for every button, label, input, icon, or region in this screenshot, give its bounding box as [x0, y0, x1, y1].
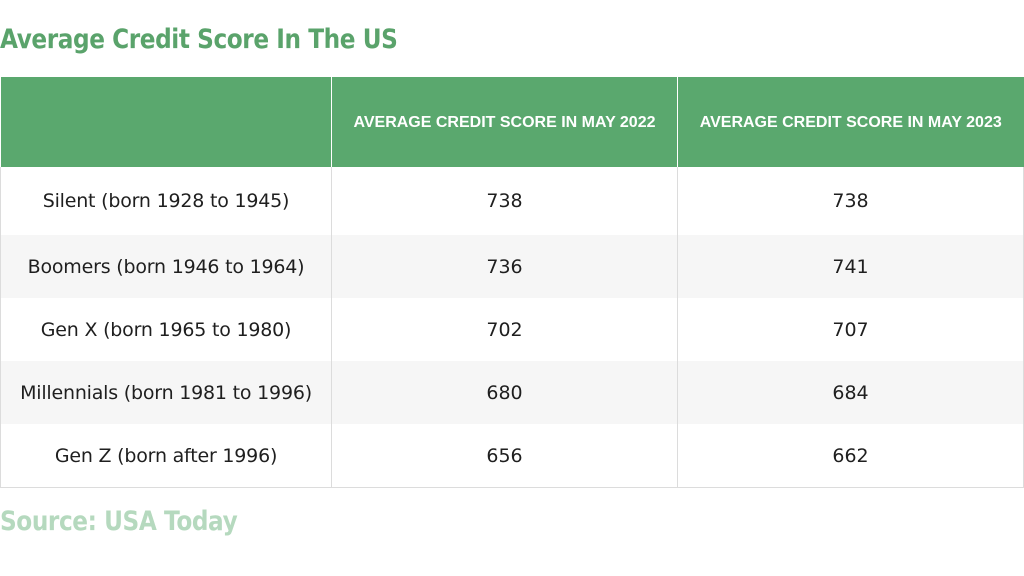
header-row: AVERAGE CREDIT SCORE IN MAY 2022 AVERAGE… [0, 77, 1024, 167]
header-cell-generation [0, 77, 332, 167]
table-body: Silent (born 1928 to 1945) 738 738 Boomers … [0, 167, 1024, 488]
score-2022-cell: 656 [331, 424, 678, 488]
row-label: Gen Z (born after 1996) [0, 424, 332, 488]
score-2022-cell: 680 [331, 361, 678, 424]
table-row: Millennials (born 1981 to 1996) 680 684 [0, 361, 1024, 424]
score-2023-cell: 741 [677, 235, 1024, 298]
credit-score-table: AVERAGE CREDIT SCORE IN MAY 2022 AVERAGE… [0, 77, 1024, 488]
score-2023-cell: 738 [677, 167, 1024, 235]
header-cell-2023: AVERAGE CREDIT SCORE IN MAY 2023 [677, 77, 1024, 167]
credit-score-table-wrapper: AVERAGE CREDIT SCORE IN MAY 2022 AVERAGE… [0, 77, 1024, 488]
header-cell-2022: AVERAGE CREDIT SCORE IN MAY 2022 [331, 77, 678, 167]
table-row: Silent (born 1928 to 1945) 738 738 [0, 167, 1024, 235]
score-2023-cell: 684 [677, 361, 1024, 424]
source-note: Source: USA Today [0, 506, 238, 537]
row-label: Silent (born 1928 to 1945) [0, 167, 332, 235]
score-2022-cell: 738 [331, 167, 678, 235]
row-label: Millennials (born 1981 to 1996) [0, 361, 332, 424]
table-row: Boomers (born 1946 to 1964) 736 741 [0, 235, 1024, 298]
score-2022-cell: 736 [331, 235, 678, 298]
score-2022-cell: 702 [331, 298, 678, 361]
score-2023-cell: 707 [677, 298, 1024, 361]
table-header: AVERAGE CREDIT SCORE IN MAY 2022 AVERAGE… [0, 77, 1024, 167]
row-label: Gen X (born 1965 to 1980) [0, 298, 332, 361]
table-row: Gen Z (born after 1996) 656 662 [0, 424, 1024, 488]
score-2023-cell: 662 [677, 424, 1024, 488]
row-label: Boomers (born 1946 to 1964) [0, 235, 332, 298]
chart-title: Average Credit Score In The US [0, 24, 398, 55]
table-row: Gen X (born 1965 to 1980) 702 707 [0, 298, 1024, 361]
